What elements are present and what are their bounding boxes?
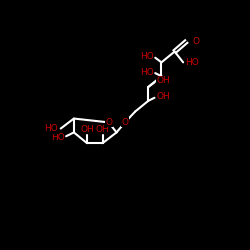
Text: O: O <box>105 118 112 127</box>
Text: HO: HO <box>140 52 154 61</box>
Text: HO: HO <box>44 124 58 133</box>
Text: OH: OH <box>80 125 94 134</box>
Text: O: O <box>122 118 128 127</box>
Text: O: O <box>192 37 200 46</box>
Text: OH: OH <box>156 76 170 85</box>
Text: OH: OH <box>156 92 170 102</box>
Text: OH: OH <box>96 125 110 134</box>
Text: HO: HO <box>186 58 199 67</box>
Text: HO: HO <box>51 132 64 141</box>
Text: HO: HO <box>140 68 154 77</box>
